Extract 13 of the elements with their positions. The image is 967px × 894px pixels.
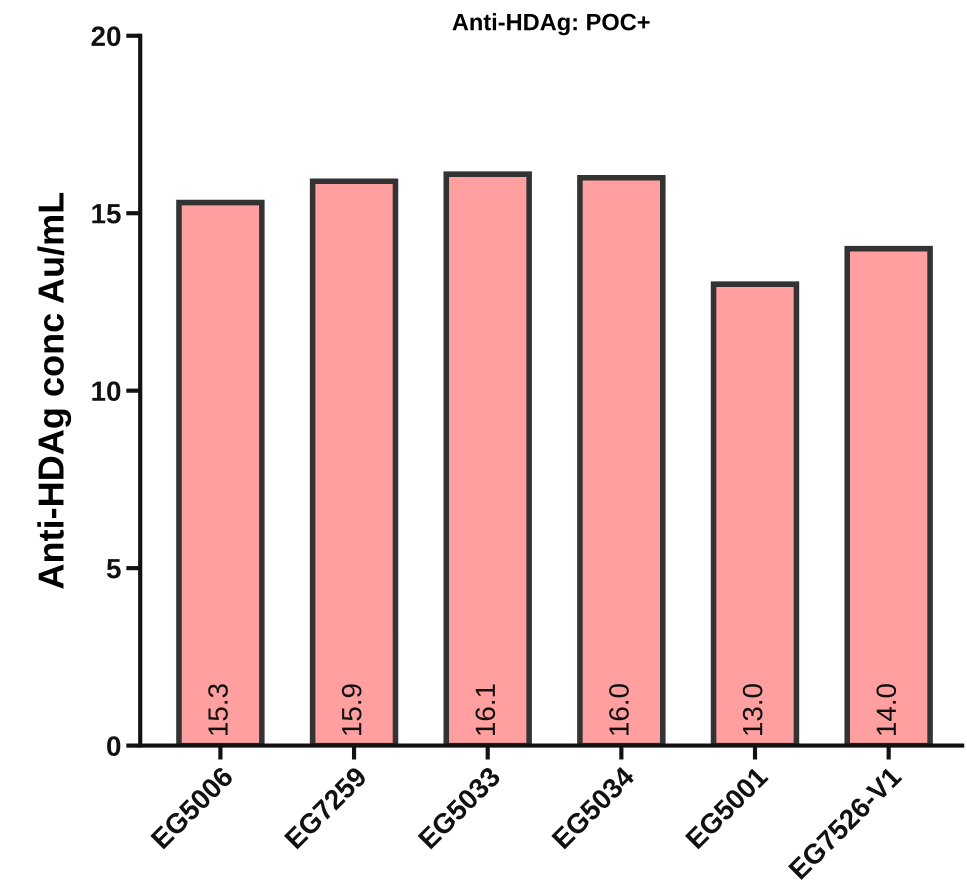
data-label: 14.0 <box>876 684 896 735</box>
data-label: 15.3 <box>208 684 228 735</box>
chart-title: Anti-HDAg: POC+ <box>452 13 650 36</box>
y-tick-label: 15 <box>92 204 121 224</box>
y-tick-label: 5 <box>106 559 121 578</box>
y-tick-label: 0 <box>107 736 120 756</box>
y-tick-label: 10 <box>92 381 120 402</box>
data-label: 16.1 <box>475 684 496 735</box>
y-tick-label: 20 <box>92 26 120 46</box>
y-axis-title: Anti-HDAg conc Au/mL <box>37 192 72 589</box>
data-label: 15.9 <box>342 684 362 735</box>
data-label: 13.0 <box>742 684 762 735</box>
data-label: 16.0 <box>609 684 629 735</box>
